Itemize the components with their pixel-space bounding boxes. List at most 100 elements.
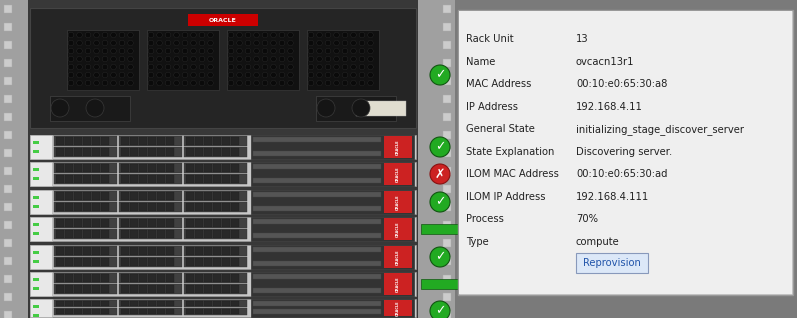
Bar xyxy=(56,230,64,238)
Bar xyxy=(186,203,194,211)
Bar xyxy=(74,230,82,238)
Circle shape xyxy=(208,40,214,46)
Bar xyxy=(119,147,182,157)
Bar xyxy=(83,258,91,266)
Bar xyxy=(157,247,165,255)
Circle shape xyxy=(157,56,163,62)
Bar xyxy=(231,285,239,293)
Bar xyxy=(222,285,230,293)
Bar xyxy=(33,251,39,254)
Circle shape xyxy=(359,64,365,70)
Circle shape xyxy=(183,64,188,70)
Bar xyxy=(74,192,82,200)
Bar xyxy=(56,164,64,172)
Bar xyxy=(121,203,129,211)
Bar xyxy=(384,163,412,185)
Circle shape xyxy=(183,80,188,86)
Circle shape xyxy=(190,40,196,46)
Circle shape xyxy=(271,48,277,54)
Bar xyxy=(458,10,793,295)
Text: Reprovision: Reprovision xyxy=(583,258,641,268)
Circle shape xyxy=(245,48,251,54)
Bar xyxy=(130,137,138,145)
Bar xyxy=(4,23,12,31)
Bar xyxy=(119,308,182,315)
Bar xyxy=(157,203,165,211)
Bar xyxy=(74,137,82,145)
Circle shape xyxy=(165,48,171,54)
Bar xyxy=(74,285,82,293)
Circle shape xyxy=(279,80,285,86)
Bar xyxy=(121,148,129,156)
Bar xyxy=(251,135,414,159)
Bar xyxy=(83,192,91,200)
Text: ORACLE: ORACLE xyxy=(396,221,400,237)
Circle shape xyxy=(367,40,373,46)
Bar xyxy=(195,219,203,227)
Bar xyxy=(148,285,156,293)
Bar xyxy=(139,164,147,172)
Bar xyxy=(384,273,412,295)
Bar xyxy=(213,301,221,306)
Bar xyxy=(30,217,52,241)
Bar xyxy=(204,137,212,145)
Circle shape xyxy=(316,32,322,38)
Bar xyxy=(195,230,203,238)
Bar xyxy=(139,203,147,211)
Circle shape xyxy=(77,72,82,78)
Bar xyxy=(4,95,12,103)
Bar xyxy=(83,148,91,156)
Bar xyxy=(231,247,239,255)
Circle shape xyxy=(190,80,196,86)
Circle shape xyxy=(237,72,242,78)
Bar xyxy=(184,246,247,256)
Bar xyxy=(4,113,12,121)
Bar xyxy=(148,274,156,282)
Bar xyxy=(83,301,91,306)
Bar xyxy=(204,164,212,172)
Bar xyxy=(213,219,221,227)
Circle shape xyxy=(157,64,163,70)
Bar xyxy=(54,147,117,157)
Circle shape xyxy=(102,64,108,70)
Bar xyxy=(157,164,165,172)
Text: ✓: ✓ xyxy=(434,68,446,81)
Circle shape xyxy=(199,72,205,78)
Circle shape xyxy=(334,64,340,70)
Bar xyxy=(204,247,212,255)
Bar xyxy=(148,219,156,227)
Bar xyxy=(74,219,82,227)
Bar xyxy=(74,247,82,255)
Circle shape xyxy=(288,48,293,54)
Bar xyxy=(83,247,91,255)
Circle shape xyxy=(128,64,133,70)
Circle shape xyxy=(174,64,179,70)
Bar xyxy=(74,301,82,306)
Bar xyxy=(101,164,109,172)
Circle shape xyxy=(128,56,133,62)
Circle shape xyxy=(183,32,188,38)
Circle shape xyxy=(288,72,293,78)
Bar xyxy=(184,257,247,267)
Bar xyxy=(130,148,138,156)
Bar xyxy=(56,301,64,306)
Circle shape xyxy=(208,48,214,54)
Circle shape xyxy=(111,48,116,54)
Bar xyxy=(67,30,139,90)
Circle shape xyxy=(199,40,205,46)
Bar xyxy=(4,77,12,85)
Bar xyxy=(4,131,12,139)
Bar xyxy=(30,162,52,186)
Bar xyxy=(166,309,174,314)
Circle shape xyxy=(342,32,347,38)
Bar xyxy=(184,273,247,283)
Text: ✓: ✓ xyxy=(434,141,446,154)
Bar xyxy=(166,137,174,145)
Bar xyxy=(83,137,91,145)
Bar xyxy=(227,30,299,90)
Bar xyxy=(222,164,230,172)
Bar xyxy=(157,219,165,227)
Circle shape xyxy=(174,72,179,78)
Bar xyxy=(213,192,221,200)
Circle shape xyxy=(94,40,100,46)
